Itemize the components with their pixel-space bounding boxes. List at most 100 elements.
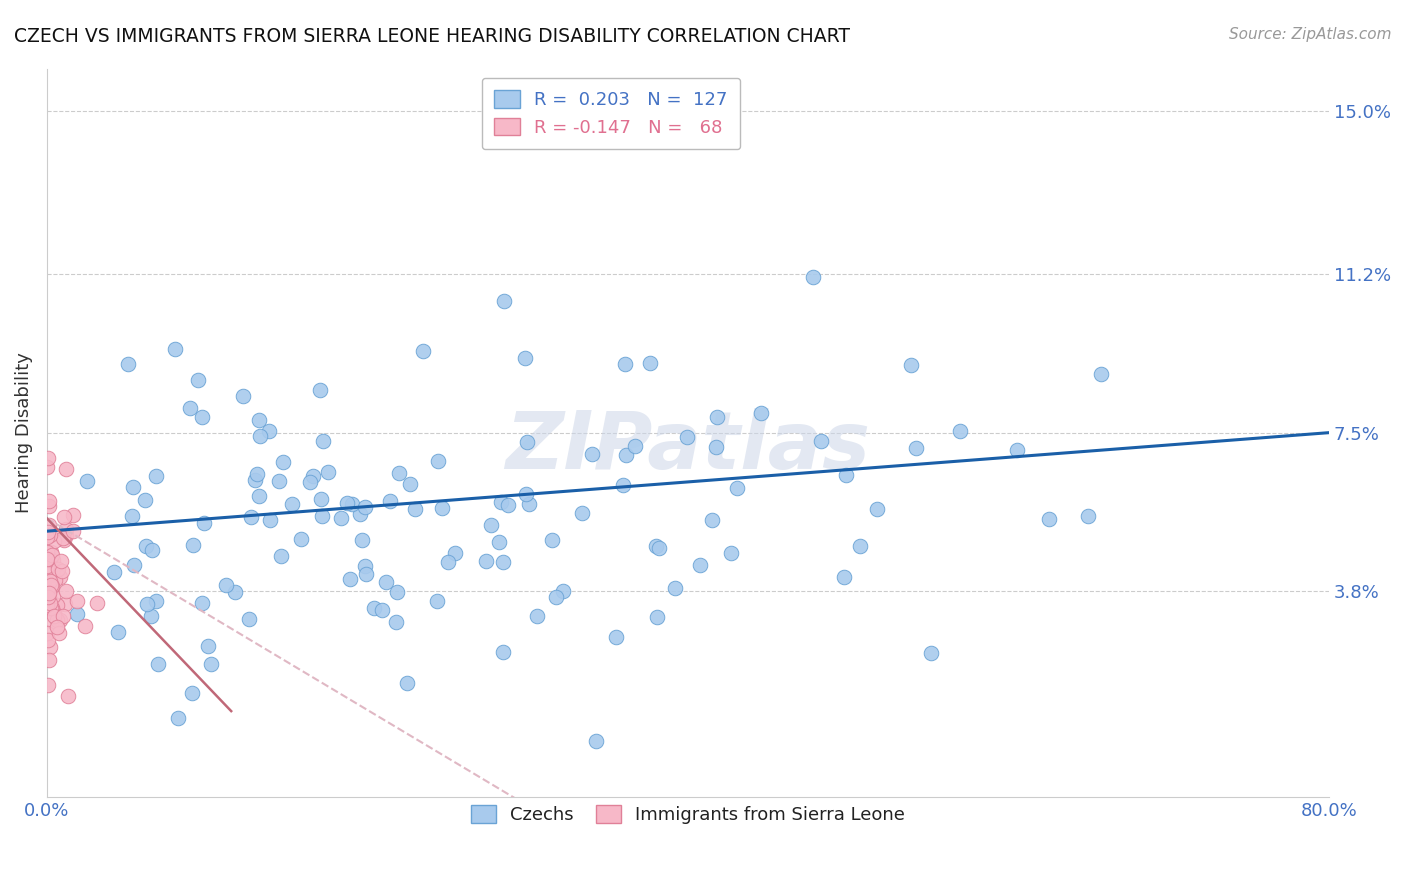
- Point: [53, 533, 76, 547]
- Point: [121, 508, 143, 523]
- Point: [238, 611, 260, 625]
- Point: [517, 497, 540, 511]
- Point: [166, 711, 188, 725]
- Point: [53, 509, 76, 524]
- Y-axis label: Hearing Disability: Hearing Disability: [15, 352, 32, 513]
- Point: [1005, 443, 1028, 458]
- Point: [540, 533, 562, 548]
- Point: [1077, 508, 1099, 523]
- Point: [145, 594, 167, 608]
- Point: [388, 466, 411, 480]
- Point: [385, 615, 408, 629]
- Point: [187, 373, 209, 387]
- Point: [404, 501, 426, 516]
- Point: [302, 468, 325, 483]
- Point: [44, 608, 66, 623]
- Point: [53, 597, 76, 611]
- Point: [62, 524, 84, 539]
- Point: [835, 467, 858, 482]
- Point: [51, 565, 73, 579]
- Point: [38, 500, 60, 514]
- Point: [247, 489, 270, 503]
- Point: [49, 613, 72, 627]
- Point: [37, 598, 59, 612]
- Point: [546, 590, 568, 604]
- Point: [122, 558, 145, 572]
- Point: [380, 493, 402, 508]
- Point: [52, 531, 75, 545]
- Point: [412, 343, 434, 358]
- Point: [259, 513, 281, 527]
- Point: [179, 401, 201, 415]
- Point: [52, 609, 75, 624]
- Point: [44, 609, 66, 624]
- Text: ZIPatlas: ZIPatlas: [505, 409, 870, 486]
- Point: [38, 653, 60, 667]
- Point: [257, 425, 280, 439]
- Point: [920, 646, 942, 660]
- Point: [45, 599, 67, 613]
- Point: [648, 541, 671, 555]
- Point: [139, 609, 162, 624]
- Point: [725, 481, 748, 495]
- Point: [39, 545, 62, 559]
- Point: [42, 561, 65, 575]
- Point: [706, 410, 728, 425]
- Point: [515, 487, 537, 501]
- Point: [86, 596, 108, 610]
- Text: CZECH VS IMMIGRANTS FROM SIERRA LEONE HEARING DISABILITY CORRELATION CHART: CZECH VS IMMIGRANTS FROM SIERRA LEONE HE…: [14, 27, 851, 45]
- Point: [117, 357, 139, 371]
- Point: [350, 533, 373, 547]
- Point: [38, 568, 60, 582]
- Point: [35, 626, 58, 640]
- Point: [41, 601, 63, 615]
- Point: [645, 539, 668, 553]
- Point: [426, 594, 449, 608]
- Point: [395, 675, 418, 690]
- Point: [55, 527, 77, 541]
- Point: [363, 601, 385, 615]
- Point: [720, 546, 742, 560]
- Point: [107, 625, 129, 640]
- Point: [689, 558, 711, 573]
- Point: [200, 657, 222, 672]
- Point: [271, 455, 294, 469]
- Point: [336, 496, 359, 510]
- Point: [330, 511, 353, 525]
- Point: [148, 657, 170, 671]
- Point: [191, 410, 214, 425]
- Point: [224, 585, 246, 599]
- Point: [1090, 368, 1112, 382]
- Point: [551, 583, 574, 598]
- Point: [135, 598, 157, 612]
- Point: [66, 594, 89, 608]
- Point: [426, 453, 449, 467]
- Point: [62, 508, 84, 522]
- Point: [905, 442, 928, 456]
- Point: [55, 584, 77, 599]
- Point: [44, 573, 66, 587]
- Point: [39, 527, 62, 541]
- Point: [339, 572, 361, 586]
- Point: [39, 552, 62, 566]
- Point: [41, 614, 63, 628]
- Point: [385, 585, 408, 599]
- Point: [270, 549, 292, 563]
- Point: [44, 533, 66, 548]
- Legend: Czechs, Immigrants from Sierra Leone: Czechs, Immigrants from Sierra Leone: [460, 795, 917, 835]
- Point: [704, 440, 727, 454]
- Point: [37, 583, 59, 598]
- Point: [494, 294, 516, 309]
- Point: [103, 565, 125, 579]
- Point: [353, 500, 375, 514]
- Point: [475, 554, 498, 568]
- Point: [38, 586, 60, 600]
- Point: [614, 357, 637, 371]
- Point: [312, 434, 335, 449]
- Point: [181, 538, 204, 552]
- Point: [46, 562, 69, 576]
- Point: [232, 389, 254, 403]
- Point: [443, 546, 465, 560]
- Point: [900, 358, 922, 372]
- Point: [354, 566, 377, 581]
